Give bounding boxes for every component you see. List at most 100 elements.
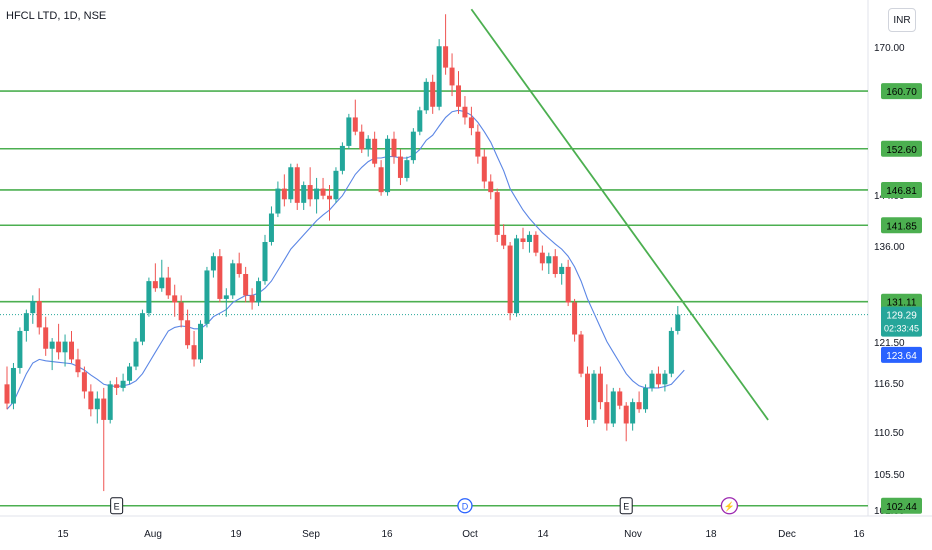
level-price-label[interactable]: 141.85 <box>881 217 922 234</box>
candle-body <box>146 281 152 314</box>
trendline-group <box>470 8 769 421</box>
split-icon <box>720 497 739 515</box>
candle-body <box>430 81 436 107</box>
level-price-label-text: 146.81 <box>886 186 917 197</box>
candle <box>178 295 184 328</box>
level-price-label-text: 152.60 <box>886 145 917 156</box>
candle-body <box>417 110 423 132</box>
countdown-value: 02:33:45 <box>884 324 919 334</box>
level-price-label-text: 141.85 <box>886 221 917 232</box>
candle-body <box>275 188 281 214</box>
candle-body <box>81 372 87 392</box>
candle-body <box>630 402 636 424</box>
candle <box>475 124 481 164</box>
candle <box>30 295 36 324</box>
candle <box>56 323 62 360</box>
earnings-marker[interactable]: E <box>110 497 124 515</box>
x-tick-label: 14 <box>537 529 549 540</box>
candle-body <box>610 391 616 424</box>
level-price-label[interactable]: 160.70 <box>881 83 922 100</box>
candle-body <box>365 138 371 150</box>
candle <box>481 149 487 189</box>
chart-title: HFCL LTD, 1D, NSE <box>6 10 107 22</box>
candle <box>133 338 139 371</box>
candle-body <box>62 341 68 353</box>
candle-body <box>385 138 391 193</box>
candle <box>223 288 229 317</box>
candle <box>127 362 133 385</box>
candle <box>339 142 345 175</box>
candle <box>120 373 126 392</box>
candle <box>397 149 403 186</box>
candle <box>165 266 171 299</box>
candle-body <box>75 359 81 373</box>
dividend-marker[interactable]: D <box>457 498 473 514</box>
candles <box>4 14 681 492</box>
candle <box>520 227 526 250</box>
x-tick-label: Sep <box>302 529 320 540</box>
candle-body <box>397 156 403 178</box>
level-price-label[interactable]: 152.60 <box>881 140 922 157</box>
candle <box>152 263 158 292</box>
earnings-marker[interactable]: E <box>619 497 633 515</box>
candle-body <box>410 131 416 161</box>
candle <box>436 39 442 111</box>
level-price-label-bg <box>881 181 922 198</box>
candle-body <box>172 295 178 303</box>
candle <box>36 288 42 335</box>
candle <box>69 330 74 363</box>
candle-body <box>294 167 300 203</box>
ma-price-label[interactable]: 123.64 <box>881 346 922 363</box>
candle-body <box>597 373 603 403</box>
candle <box>314 177 320 214</box>
candle-body <box>526 234 532 242</box>
candle <box>610 387 616 428</box>
level-price-label[interactable]: 102.44 <box>881 497 922 514</box>
candle-body <box>49 341 55 349</box>
candle-body <box>10 367 16 404</box>
candle-body <box>372 138 378 164</box>
event-markers: E D E ⚡ <box>110 497 739 515</box>
candle <box>185 309 191 349</box>
level-price-label-text: 160.70 <box>886 87 917 98</box>
candle-body <box>301 185 307 203</box>
event-marker-label: E <box>623 501 629 511</box>
candle <box>630 398 636 431</box>
candle <box>365 135 371 157</box>
candle-body <box>404 160 410 178</box>
candle <box>617 387 623 410</box>
split-marker[interactable]: ⚡ <box>720 497 739 515</box>
y-tick-label: 116.50 <box>874 379 904 390</box>
candle <box>249 288 255 310</box>
x-tick-label: Nov <box>624 529 642 540</box>
currency-button[interactable]: INR <box>888 8 916 32</box>
level-price-label[interactable]: 131.11 <box>881 293 922 310</box>
y-tick-label: 136.00 <box>874 242 905 253</box>
price-labels: 160.70 152.60 146.81 141.85 131.11 102.44 129.… <box>881 83 922 514</box>
candle <box>81 366 87 399</box>
candle-body <box>262 241 268 282</box>
candle-body <box>159 277 165 289</box>
x-tick-label: 18 <box>705 529 717 540</box>
candle <box>668 327 674 378</box>
candle-body <box>4 384 10 404</box>
last-price-label[interactable]: 129.29 02:33:45 <box>881 306 922 337</box>
candle-body <box>456 85 461 107</box>
candle <box>385 135 391 196</box>
level-price-label[interactable]: 146.81 <box>881 181 922 198</box>
last-price-bg <box>881 306 922 337</box>
candle <box>462 96 468 125</box>
candle <box>636 391 642 413</box>
candle-body <box>191 345 197 360</box>
candle-body <box>94 398 100 410</box>
candle-body <box>617 391 623 406</box>
x-tick-label: 15 <box>57 529 69 540</box>
candle-body <box>243 274 249 296</box>
candle-body <box>256 281 262 303</box>
trendline[interactable] <box>470 8 769 421</box>
candle-body <box>307 185 313 200</box>
candle <box>430 74 436 114</box>
candle-body <box>127 366 133 381</box>
candle-body <box>539 252 545 264</box>
